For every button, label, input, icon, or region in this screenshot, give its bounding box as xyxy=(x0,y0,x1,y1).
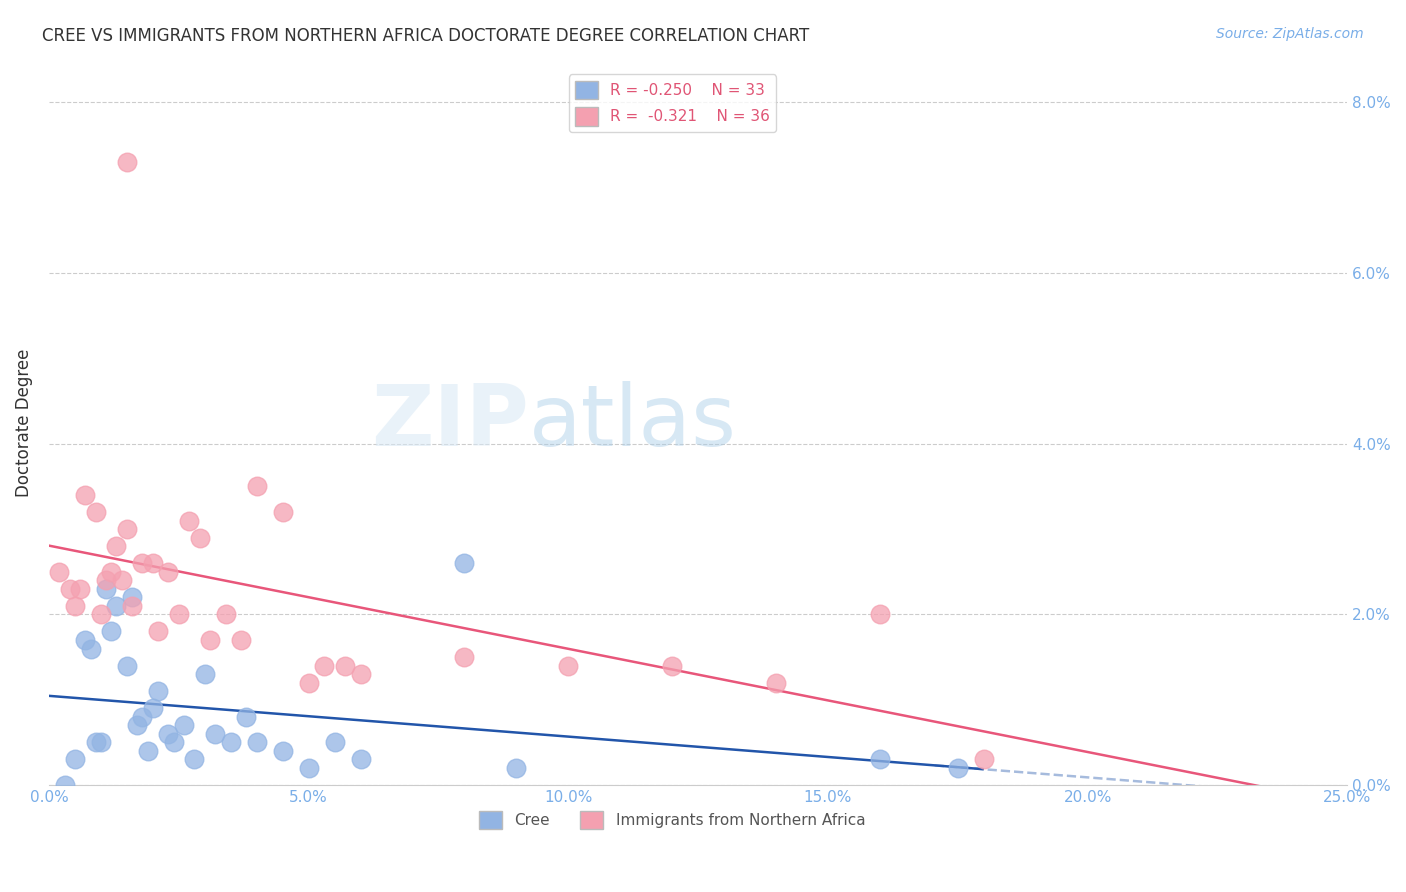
Point xyxy=(162,735,184,749)
Point xyxy=(183,752,205,766)
Point xyxy=(131,556,153,570)
Point xyxy=(349,752,371,766)
Point xyxy=(53,778,76,792)
Point xyxy=(75,488,97,502)
Point xyxy=(105,539,128,553)
Point xyxy=(246,479,269,493)
Point xyxy=(246,735,269,749)
Point xyxy=(90,735,112,749)
Point xyxy=(198,632,221,647)
Point xyxy=(63,599,86,613)
Point xyxy=(869,607,891,622)
Text: ZIP: ZIP xyxy=(371,381,529,464)
Y-axis label: Doctorate Degree: Doctorate Degree xyxy=(15,348,32,497)
Point xyxy=(115,155,138,169)
Point xyxy=(557,658,579,673)
Point xyxy=(157,565,180,579)
Point xyxy=(142,556,165,570)
Point xyxy=(453,556,475,570)
Point xyxy=(75,632,97,647)
Point xyxy=(229,632,252,647)
Point xyxy=(146,684,169,698)
Point xyxy=(869,752,891,766)
Point xyxy=(115,658,138,673)
Point xyxy=(100,565,122,579)
Point xyxy=(131,710,153,724)
Point xyxy=(84,735,107,749)
Point xyxy=(79,641,101,656)
Point xyxy=(194,667,217,681)
Point xyxy=(235,710,257,724)
Point xyxy=(179,514,201,528)
Point xyxy=(188,531,211,545)
Point xyxy=(204,727,226,741)
Point xyxy=(946,761,969,775)
Point xyxy=(136,744,159,758)
Point xyxy=(323,735,346,749)
Point xyxy=(111,574,134,588)
Point xyxy=(127,718,149,732)
Point xyxy=(349,667,371,681)
Point xyxy=(661,658,683,673)
Point xyxy=(333,658,356,673)
Text: Source: ZipAtlas.com: Source: ZipAtlas.com xyxy=(1216,27,1364,41)
Point xyxy=(314,658,336,673)
Point xyxy=(69,582,91,596)
Point xyxy=(298,761,321,775)
Point xyxy=(973,752,995,766)
Point xyxy=(505,761,527,775)
Point xyxy=(146,624,169,639)
Point xyxy=(157,727,180,741)
Point xyxy=(453,650,475,665)
Point xyxy=(115,522,138,536)
Point xyxy=(173,718,195,732)
Text: CREE VS IMMIGRANTS FROM NORTHERN AFRICA DOCTORATE DEGREE CORRELATION CHART: CREE VS IMMIGRANTS FROM NORTHERN AFRICA … xyxy=(42,27,810,45)
Legend: Cree, Immigrants from Northern Africa: Cree, Immigrants from Northern Africa xyxy=(472,805,872,836)
Point xyxy=(90,607,112,622)
Point xyxy=(765,675,787,690)
Point xyxy=(214,607,236,622)
Point xyxy=(48,565,70,579)
Point xyxy=(63,752,86,766)
Point xyxy=(142,701,165,715)
Point xyxy=(59,582,82,596)
Point xyxy=(167,607,190,622)
Point xyxy=(94,582,117,596)
Point xyxy=(94,574,117,588)
Point xyxy=(84,505,107,519)
Point xyxy=(121,591,143,605)
Point xyxy=(121,599,143,613)
Text: atlas: atlas xyxy=(529,381,737,464)
Point xyxy=(105,599,128,613)
Point xyxy=(100,624,122,639)
Point xyxy=(271,744,294,758)
Point xyxy=(271,505,294,519)
Point xyxy=(298,675,321,690)
Point xyxy=(219,735,242,749)
